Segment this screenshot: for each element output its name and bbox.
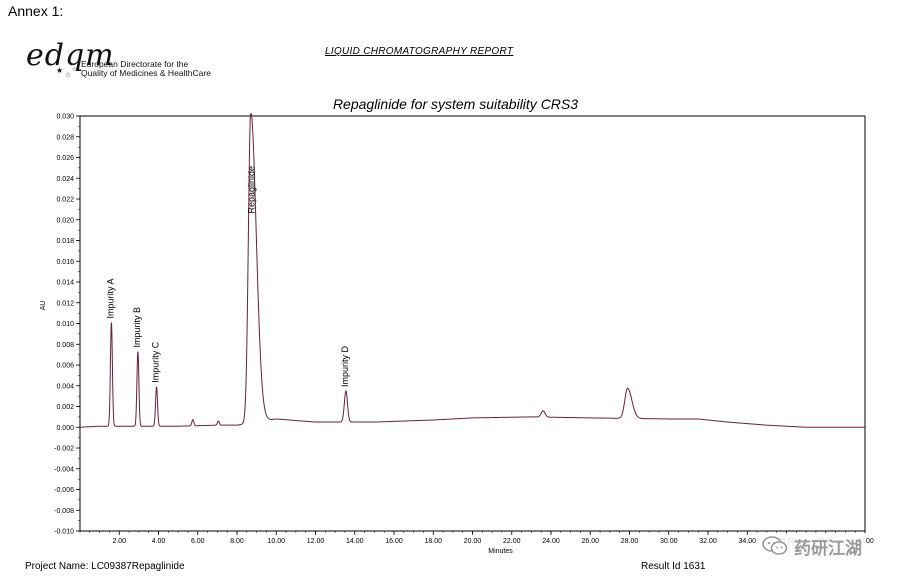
y-tick-label: 0.026 <box>56 155 74 162</box>
peak-label: Impurity B <box>132 307 142 348</box>
wechat-icon <box>762 536 788 555</box>
x-tick-label: 22.00 <box>503 538 521 545</box>
logo-line-2: Quality of Medicines & HealthCare <box>81 68 211 78</box>
x-tick-label: 34.00 <box>738 538 756 545</box>
x-tick-label: 8.00 <box>230 538 244 545</box>
y-tick-label: 0.022 <box>56 197 74 204</box>
x-tick-label: 10.00 <box>267 538 285 545</box>
x-tick-label: 24.00 <box>542 538 560 545</box>
peak-label: Impurity C <box>151 341 161 383</box>
y-tick-label: 0.024 <box>56 176 74 183</box>
peak-label: Impurity D <box>340 345 350 387</box>
x-tick-label: 2.00 <box>112 538 126 545</box>
y-tick-label: 0.018 <box>56 238 74 245</box>
y-tick-label: 0.000 <box>56 425 74 432</box>
y-tick-label: 0.028 <box>56 134 74 141</box>
chromatogram-trace <box>79 113 865 428</box>
y-tick-label: 0.014 <box>56 280 74 287</box>
y-tick-label: 0.006 <box>56 363 74 370</box>
y-tick-label: 0.010 <box>56 321 74 328</box>
x-axis-label: Minutes <box>488 548 513 555</box>
logo-mark: edqm <box>26 38 115 73</box>
annex-label: Annex 1: <box>8 3 64 19</box>
y-tick-label: 0.016 <box>56 259 74 266</box>
x-tick-label: 16.00 <box>385 538 403 545</box>
x-tick-label: 6.00 <box>191 538 205 545</box>
y-tick-label: -0.006 <box>54 487 74 494</box>
x-tick-label: 20.00 <box>464 538 482 545</box>
svg-text:☆: ☆ <box>72 66 77 73</box>
svg-text:★: ★ <box>56 66 63 75</box>
y-tick-label: 0.002 <box>56 404 74 411</box>
report-title: LIQUID CHROMATOGRAPHY REPORT <box>325 46 514 57</box>
peak-label: Repaglinide <box>247 166 257 214</box>
y-tick-label: -0.010 <box>54 529 74 536</box>
y-tick-label: 0.030 <box>56 114 74 121</box>
plot-frame <box>79 115 866 532</box>
edqm-logo: edqm ★ ☆ ☆ European Directorate for the … <box>26 38 226 82</box>
watermark-text: 药研江湖 <box>794 538 862 558</box>
y-tick-label: -0.008 <box>54 508 74 515</box>
svg-text:☆: ☆ <box>65 71 71 79</box>
y-tick-label: -0.004 <box>54 466 74 473</box>
logo-line-1: European Directorate for the <box>81 59 189 69</box>
y-tick-label: 0.012 <box>56 300 74 307</box>
x-tick-label: 14.00 <box>346 538 364 545</box>
x-tick-label: 12.00 <box>307 538 325 545</box>
y-tick-label: 0.020 <box>56 217 74 224</box>
peak-label: Impurity A <box>105 278 115 318</box>
x-tick-label: 28.00 <box>621 538 639 545</box>
star-icon: ★ ☆ ☆ <box>56 66 77 79</box>
y-tick-label: 0.008 <box>56 342 74 349</box>
project-name: Project Name: LC09387Repaglinide <box>25 561 185 572</box>
result-id: Result Id 1631 <box>641 561 706 572</box>
y-axis-label: AU <box>40 301 47 311</box>
x-tick-label: 32.00 <box>699 538 717 545</box>
logo-subtitle: European Directorate for the Quality of … <box>81 60 211 78</box>
x-tick-label: 18.00 <box>424 538 442 545</box>
chart-title: Repaglinide for system suitability CRS3 <box>332 96 579 112</box>
y-tick-label: 0.004 <box>56 383 74 390</box>
y-tick-label: -0.002 <box>54 446 74 453</box>
x-tick-label: 4.00 <box>152 538 166 545</box>
x-tick-label: 26.00 <box>581 538 599 545</box>
x-tick-label: 30.00 <box>660 538 678 545</box>
watermark: 药研江湖 <box>758 533 866 559</box>
